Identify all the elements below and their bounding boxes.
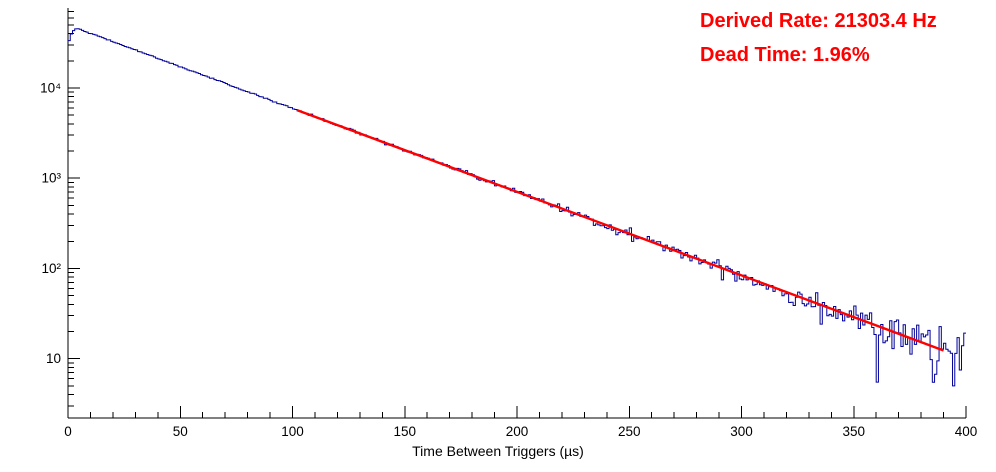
x-axis-title: Time Between Triggers (µs) <box>412 443 584 459</box>
x-tick-label: 350 <box>842 424 865 439</box>
derived-rate-annotation: Derived Rate: 21303.4 Hz <box>700 10 937 32</box>
y-tick-label: 10² <box>41 261 61 276</box>
x-tick-label: 0 <box>64 424 72 439</box>
x-tick-label: 250 <box>618 424 641 439</box>
fit-line <box>296 108 944 352</box>
y-tick-label: 10 <box>46 351 61 366</box>
x-tick-label: 100 <box>281 424 304 439</box>
x-tick-label: 50 <box>173 424 188 439</box>
dead-time-annotation: Dead Time: 1.96% <box>700 44 870 66</box>
x-tick-label: 150 <box>393 424 416 439</box>
y-tick-label: 10⁴ <box>40 80 61 95</box>
x-tick-label: 400 <box>955 424 978 439</box>
x-tick-label: 300 <box>730 424 753 439</box>
x-tick-label: 200 <box>506 424 529 439</box>
histogram-line <box>68 28 966 387</box>
y-tick-label: 10³ <box>41 171 61 186</box>
tick-labels: 0 50 100 150 200 250 300 350 400 10 10² 10³ 10⁴ <box>40 80 977 439</box>
axes <box>67 8 967 419</box>
